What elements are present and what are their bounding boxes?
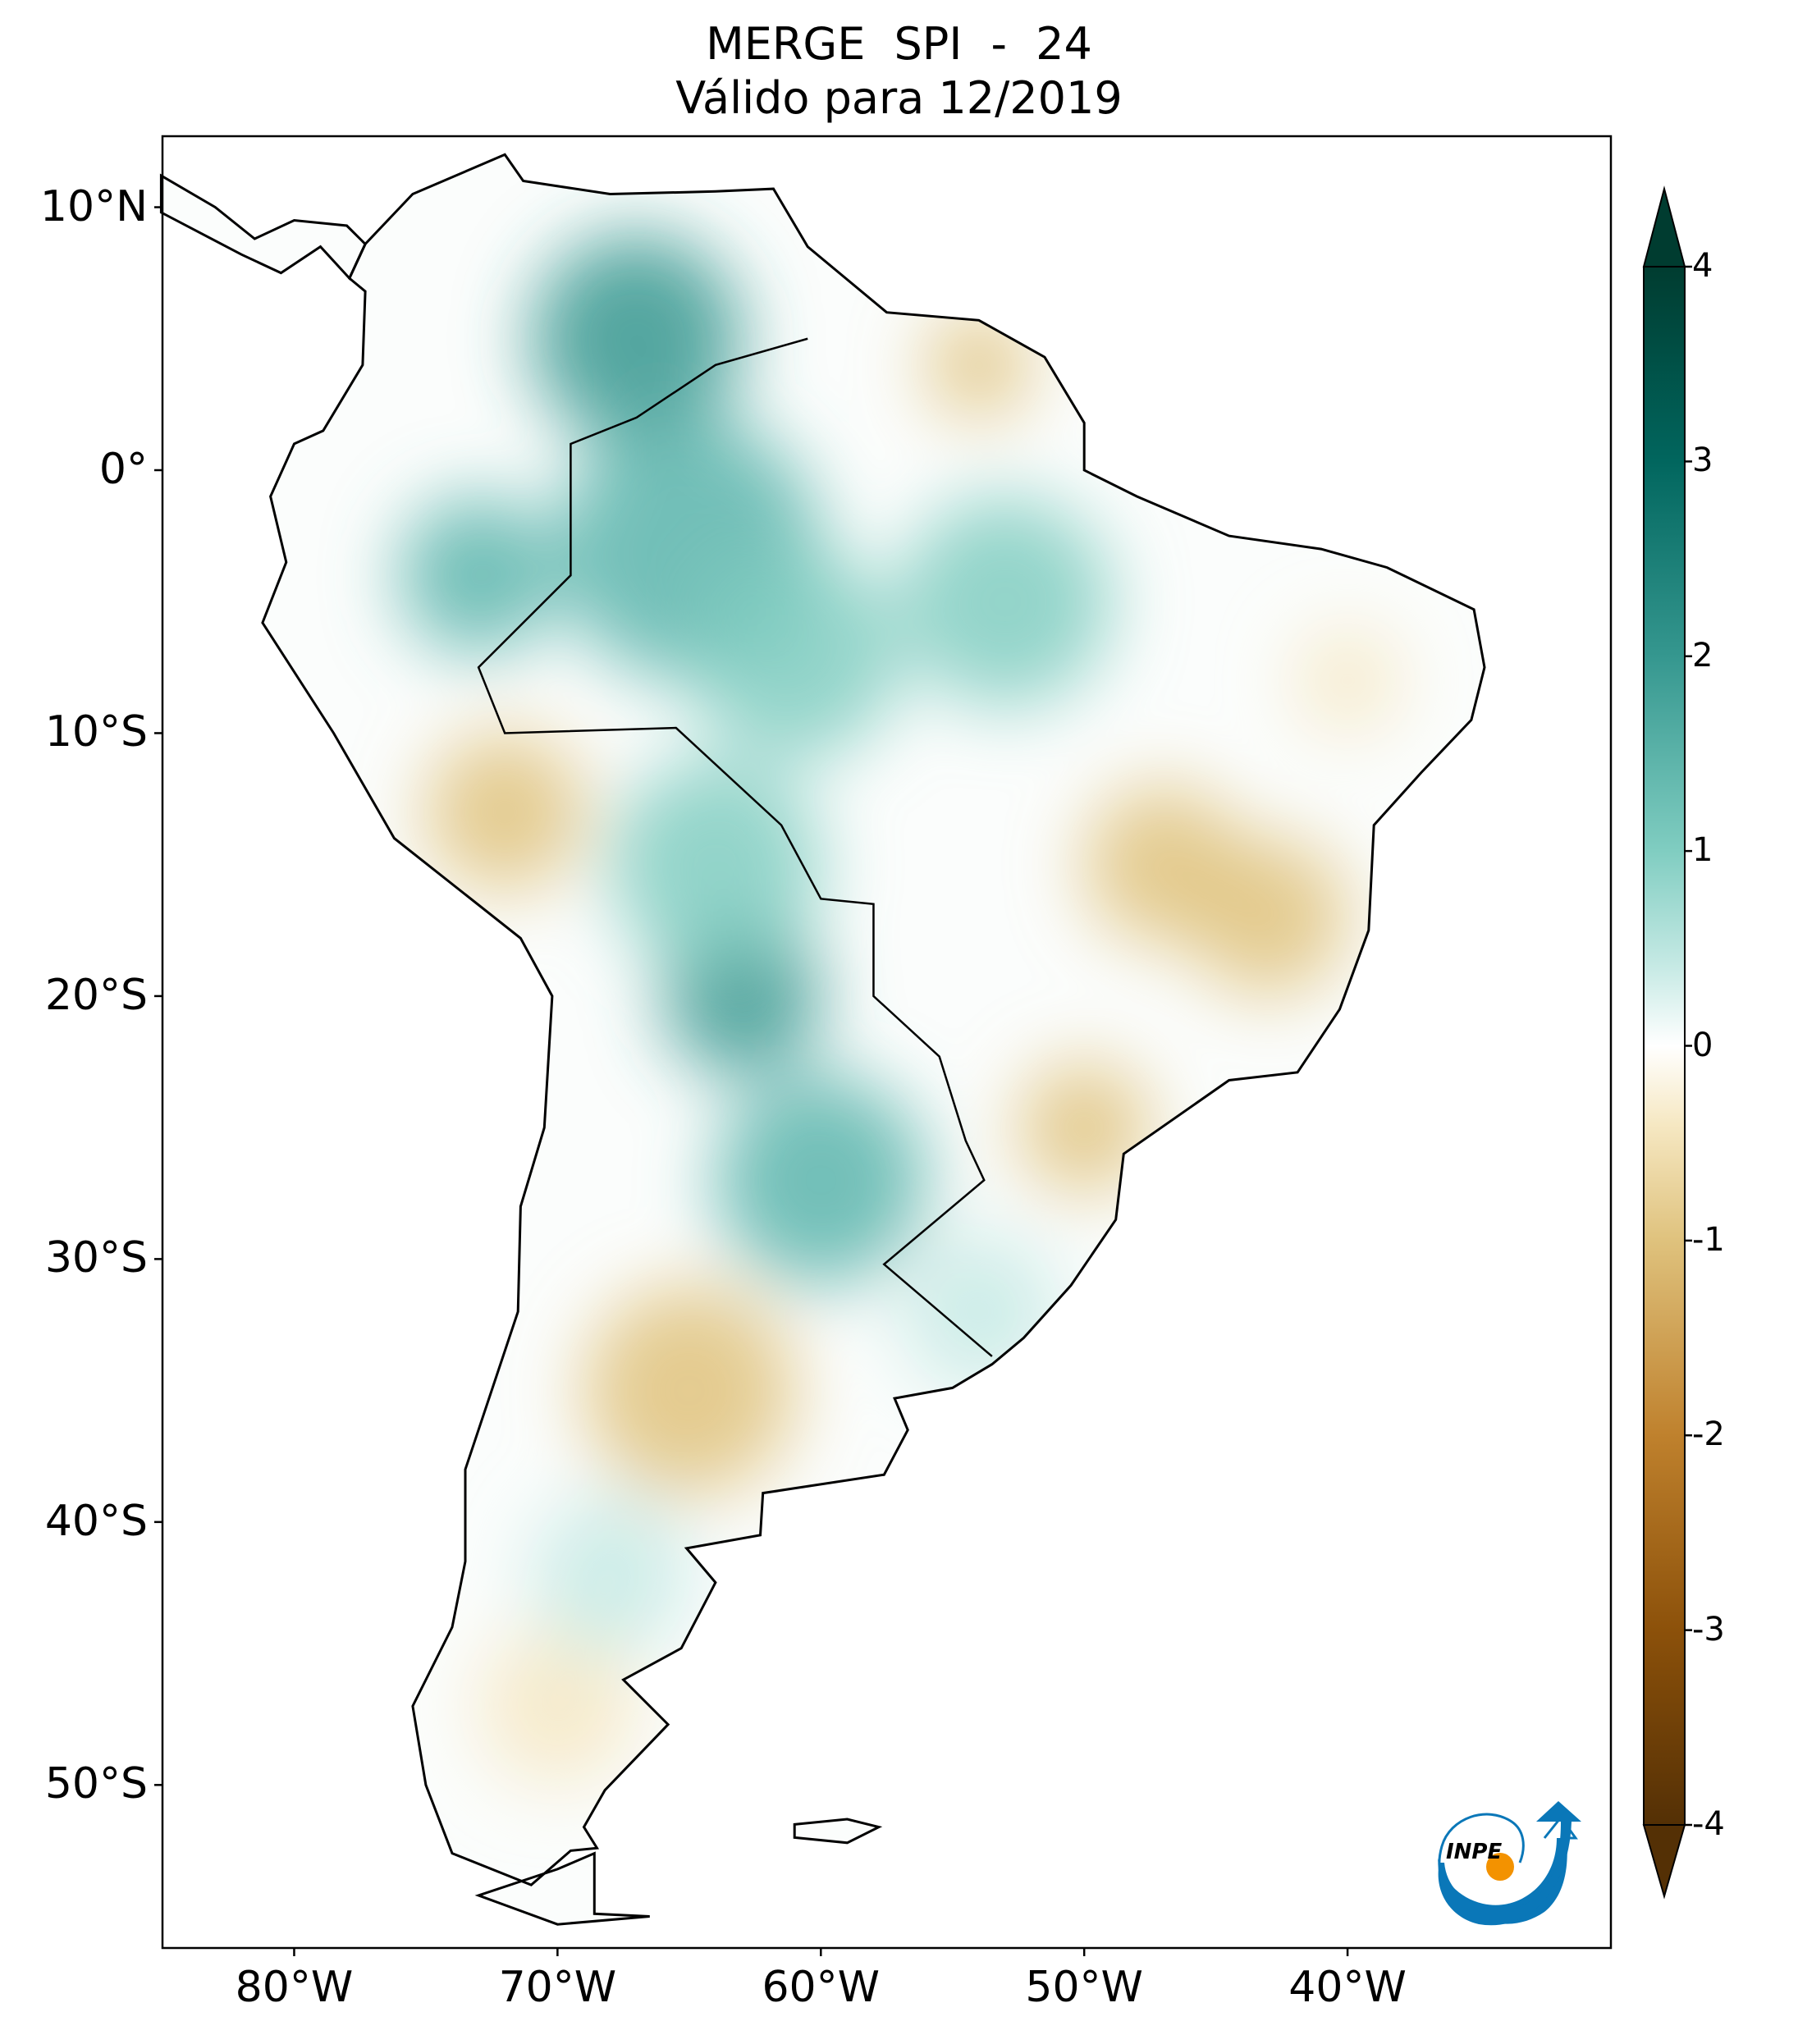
- colorbar-extend-low: [1642, 1824, 1686, 1900]
- border-brazil: [477, 337, 993, 1357]
- lon-tick-label: 70°W: [498, 1963, 617, 2012]
- lat-tick-label: 10°N: [39, 181, 148, 231]
- spi-anomaly-region: [531, 233, 742, 444]
- spi-anomaly-region: [426, 733, 584, 891]
- coast-central-america: [159, 173, 367, 281]
- lat-tick-label: 40°S: [44, 1496, 148, 1546]
- lat-tick-label: 10°S: [44, 707, 148, 757]
- spi-anomaly-region: [478, 1627, 637, 1786]
- spi-anomaly-region: [1295, 628, 1401, 734]
- lon-tick-label: 40°W: [1288, 1963, 1407, 2012]
- spi-anomaly-region: [1018, 1062, 1151, 1194]
- spi-anomaly-region: [531, 1495, 689, 1653]
- spi-anomaly-region: [610, 759, 821, 970]
- spi-anomaly-region: [1189, 838, 1347, 996]
- lat-tick-label: 0°: [98, 444, 148, 494]
- spi-anomaly-region: [583, 1285, 794, 1496]
- coast-tierra-del-fuego: [474, 1851, 650, 1926]
- lon-tick-label: 60°W: [762, 1963, 881, 2012]
- coastline-borders: [159, 153, 1486, 1926]
- axis-ticks: [154, 206, 1349, 1956]
- coast-mainland: [261, 153, 1486, 1886]
- lon-tick-label: 80°W: [235, 1963, 354, 2012]
- colorbar-tick-label: -3: [1692, 1610, 1725, 1648]
- spi-field: [162, 154, 1485, 1925]
- map-frame: [161, 135, 1613, 1950]
- inpe-logo: INPE: [1438, 1801, 1581, 1926]
- spi-anomaly-region: [926, 312, 1032, 418]
- spi-anomaly-region: [899, 1232, 1058, 1391]
- lon-tick-label: 50°W: [1025, 1963, 1143, 2012]
- lat-tick-label: 20°S: [44, 970, 148, 1020]
- colorbar-tick-label: 4: [1692, 247, 1713, 285]
- spi-anomaly-region: [689, 549, 900, 760]
- coast-falklands: [793, 1818, 883, 1845]
- map-title: MERGE SPI - 24: [706, 18, 1092, 70]
- colorbar-tick-label: -2: [1692, 1415, 1725, 1454]
- spi-anomaly-region: [899, 496, 1110, 707]
- colorbar-tick-label: 2: [1692, 636, 1713, 674]
- spi-anomaly-region: [400, 496, 558, 655]
- inpe-logo-text: INPE: [1446, 1840, 1502, 1864]
- colorbar-tick-label: 1: [1692, 831, 1713, 870]
- colorbar-extend-high: [1642, 185, 1686, 268]
- colorbar: [1642, 185, 1692, 1900]
- colorbar-tick-label: -1: [1692, 1220, 1725, 1259]
- colorbar-tick-label: 0: [1692, 1026, 1713, 1064]
- lat-tick-label: 50°S: [44, 1759, 148, 1809]
- map-subtitle: Válido para 12/2019: [675, 72, 1123, 124]
- colorbar-bar: [1643, 266, 1686, 1826]
- colorbar-tick-label: -4: [1692, 1805, 1725, 1843]
- colorbar-tick-label: 3: [1692, 441, 1713, 480]
- lat-tick-label: 30°S: [44, 1233, 148, 1283]
- spi-anomaly-region: [716, 1075, 926, 1286]
